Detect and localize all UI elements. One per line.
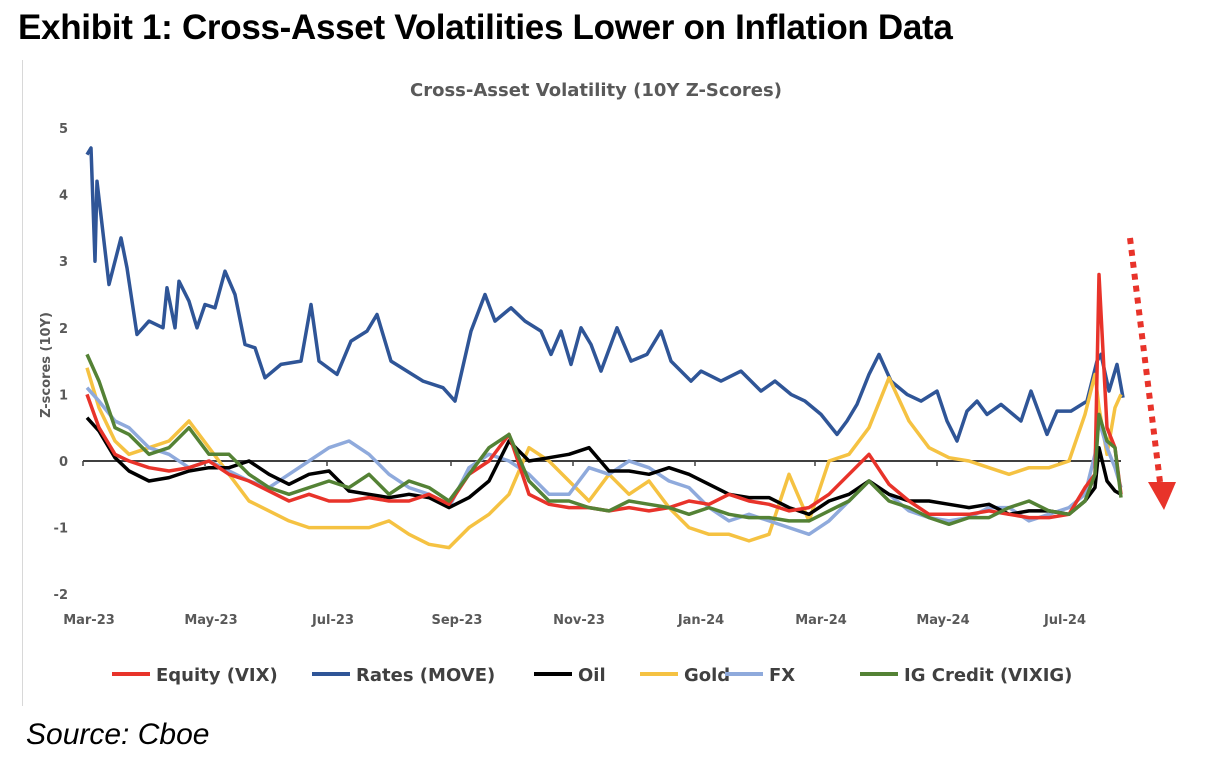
- y-tick-label: 1: [59, 388, 68, 403]
- y-tick-label: 4: [59, 189, 68, 204]
- source-note: Source: Cboe: [26, 718, 210, 751]
- legend-label: Oil: [578, 665, 606, 686]
- x-tick-label: Nov-23: [553, 613, 605, 628]
- y-tick-label: -2: [54, 588, 68, 603]
- legend-label: Rates (MOVE): [356, 665, 495, 686]
- exhibit-title: Exhibit 1: Cross-Asset Volatilities Lowe…: [18, 8, 953, 47]
- x-tick-label: Mar-23: [63, 613, 115, 628]
- legend-item: FX: [725, 665, 795, 686]
- y-tick-label: 0: [59, 455, 68, 470]
- x-tick-label: Mar-24: [795, 613, 847, 628]
- y-tick-label: 2: [59, 322, 68, 337]
- x-tick-label: Jul-23: [311, 613, 354, 628]
- series-line-ig-credit-vixig: [85, 353, 1123, 527]
- x-tick-label: Sep-23: [432, 613, 483, 628]
- x-tick-label: Jul-24: [1043, 613, 1086, 628]
- series-line-equity-vix: [85, 272, 1123, 520]
- y-tick-label: 5: [59, 122, 68, 137]
- x-tick-label: May-23: [184, 613, 237, 628]
- legend-label: FX: [769, 665, 795, 686]
- y-axis-label: Z-scores (10Y): [39, 312, 54, 418]
- legend-item: Rates (MOVE): [312, 665, 495, 686]
- series-line-rates-move: [85, 146, 1125, 443]
- legend-item: Oil: [534, 665, 606, 686]
- legend-item: Gold: [640, 665, 730, 686]
- legend-label: IG Credit (VIXIG): [904, 665, 1072, 686]
- legend-item: Equity (VIX): [112, 665, 278, 686]
- legend-label: Gold: [684, 665, 730, 686]
- x-tick-label: May-24: [916, 613, 969, 628]
- y-tick-label: 3: [59, 255, 68, 270]
- series-line-gold: [85, 367, 1123, 550]
- downward-trend-arrow: [1127, 237, 1176, 510]
- y-tick-label: -1: [54, 522, 68, 537]
- chart-frame: [22, 60, 1203, 706]
- legend-label: Equity (VIX): [156, 665, 278, 686]
- x-tick-label: Jan-24: [677, 613, 724, 628]
- chart-title: Cross-Asset Volatility (10Y Z-Scores): [410, 80, 782, 101]
- legend-item: IG Credit (VIXIG): [860, 665, 1072, 686]
